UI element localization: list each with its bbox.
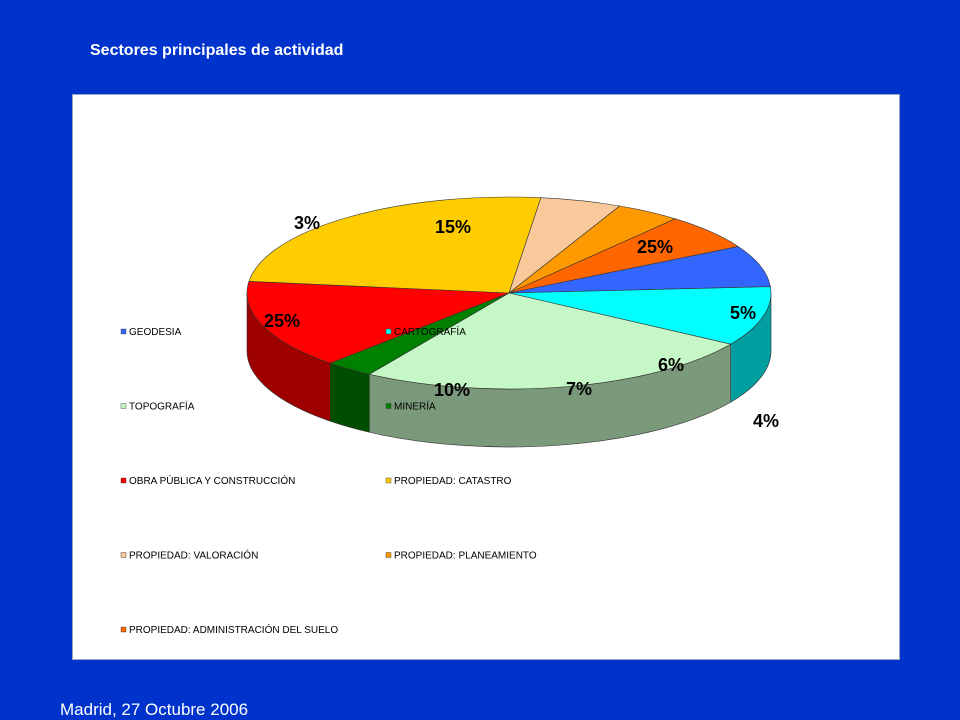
data-label-obra-publica-y-construccion: 15% (435, 217, 471, 237)
legend-label: OBRA PÚBLICA Y CONSTRUCCIÓN (129, 474, 295, 487)
legend-item-propiedad-planeamiento: PROPIEDAD: PLANEAMIENTO (385, 551, 537, 562)
pie-chart: 7% 10% 25% 3% 15% 25% 5% 4% 6% GEODESIA CARTOGRAF… (120, 196, 779, 636)
pie-slice-obra-publica-y-construccion (246, 280, 510, 364)
legend-label: PROPIEDAD: ADMINISTRACIÓN DEL SUELO (129, 623, 338, 636)
pie-slice-cartografia (508, 286, 772, 345)
legend-swatch (120, 403, 127, 409)
legend-label: TOPOGRAFÍA (129, 400, 195, 413)
legend-item-obra-publica-y-construccion: OBRA PÚBLICA Y CONSTRUCCIÓN (120, 474, 295, 487)
pie-slice-propiedad-administracion-del-suelo (508, 218, 739, 294)
chart-panel: 7% 10% 25% 3% 15% 25% 5% 4% 6% GEODESIA CARTOGRAF… (72, 94, 900, 660)
data-label-propiedad-valoracion: 5% (730, 303, 756, 323)
data-label-geodesia: 7% (566, 379, 592, 399)
legend-swatch (120, 552, 127, 558)
legend-swatch (120, 477, 127, 484)
legend-label: PROPIEDAD: CATASTRO (394, 476, 512, 487)
legend: GEODESIA CARTOGRAFÍA TOPOGRAFÍA MINERÍA OBRA… (120, 325, 537, 636)
legend-item-mineria: MINERÍA (385, 400, 436, 413)
pie-slice-topografia (368, 292, 732, 390)
data-label-propiedad-planeamiento: 4% (753, 411, 779, 431)
legend-label: GEODESIA (129, 327, 182, 338)
legend-swatch (385, 403, 392, 409)
legend-swatch (385, 328, 392, 335)
legend-swatch (120, 328, 127, 335)
legend-label: PROPIEDAD: PLANEAMIENTO (394, 551, 537, 562)
footer-date: Madrid, 27 Octubre 2006 (60, 700, 249, 719)
legend-item-propiedad-administracion-del-suelo: PROPIEDAD: ADMINISTRACIÓN DEL SUELO (120, 623, 338, 636)
pie-side-layer (246, 292, 772, 448)
legend-label: PROPIEDAD: VALORACIÓN (129, 549, 258, 562)
legend-swatch (385, 477, 392, 484)
legend-swatch (120, 626, 127, 633)
pie-side-mineria (330, 362, 370, 433)
legend-swatch (385, 552, 392, 558)
pie-slice-propiedad-catastro (248, 196, 542, 294)
data-label-mineria: 3% (294, 213, 320, 233)
pie-label-layer: 7% 10% 25% 3% 15% 25% 5% 4% 6% (264, 213, 779, 431)
pie-top-layer (246, 196, 772, 390)
pie-slice-geodesia (508, 246, 771, 294)
slide-title: Sectores principales de actividad (90, 42, 344, 59)
data-label-topografia: 25% (264, 311, 300, 331)
legend-label: MINERÍA (394, 400, 436, 413)
data-label-propiedad-administracion-del-suelo: 6% (658, 355, 684, 375)
legend-label: CARTOGRAFÍA (394, 325, 466, 338)
legend-item-cartografia: CARTOGRAFÍA (385, 325, 466, 338)
data-label-propiedad-catastro: 25% (637, 237, 673, 257)
legend-item-propiedad-catastro: PROPIEDAD: CATASTRO (385, 476, 512, 487)
legend-item-topografia: TOPOGRAFÍA (120, 400, 195, 413)
data-label-cartografia: 10% (434, 380, 470, 400)
legend-item-geodesia: GEODESIA (120, 327, 182, 338)
legend-item-propiedad-valoracion: PROPIEDAD: VALORACIÓN (120, 549, 258, 562)
